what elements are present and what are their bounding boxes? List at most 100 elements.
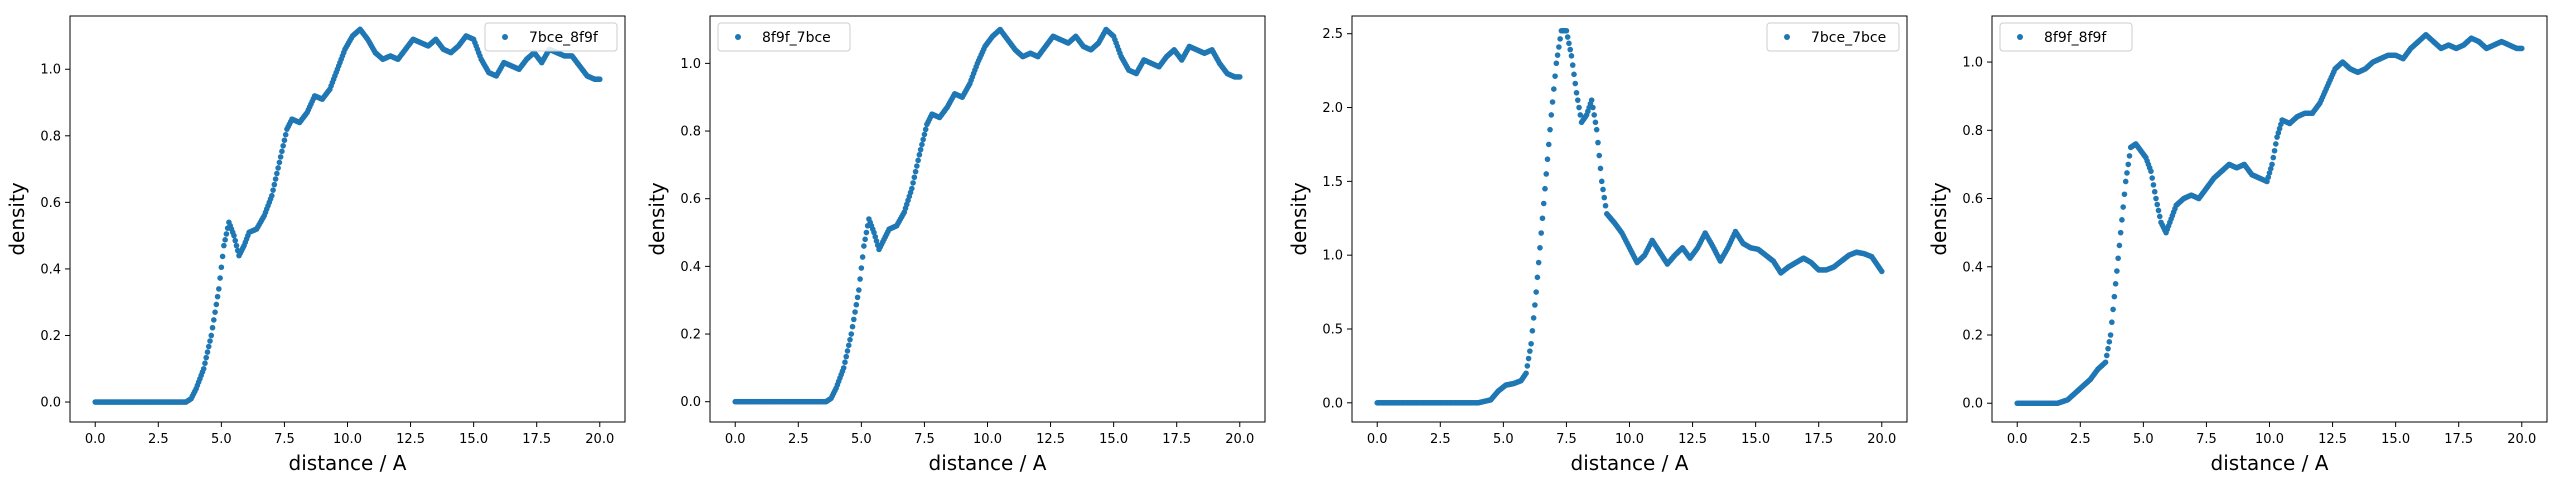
data-point [1537,244,1543,251]
data-point [221,242,227,249]
y-tick-label: 0.2 [680,328,701,343]
y-axis-label: density [1927,182,1951,255]
x-tick-label: 10.0 [1615,432,1644,447]
legend-box [717,22,851,52]
data-point [859,254,866,260]
data-point [1525,355,1532,362]
data-point [214,293,221,300]
data-point [1552,73,1558,79]
data-point [1554,52,1561,58]
y-tick-label: 0.0 [40,396,61,411]
data-point [1523,370,1529,377]
x-tick-label: 17.5 [2444,432,2473,447]
data-point [919,141,925,148]
x-tick-label: 20.0 [1225,432,1254,447]
data-point [857,276,863,282]
data-point [2149,175,2155,181]
legend-marker [1784,34,1790,40]
series-points [732,26,1243,405]
data-point [1553,60,1560,67]
data-point [844,348,851,354]
data-point [1576,104,1582,111]
y-tick-label: 1.0 [1322,249,1343,264]
data-point [871,229,877,236]
x-tick-label: 17.5 [1162,432,1191,447]
data-point [2125,161,2132,168]
data-point [205,343,212,350]
data-point [272,176,279,182]
data-point [921,131,928,138]
data-point [2109,319,2115,326]
plot-frame [1351,15,1908,423]
data-point [216,286,222,292]
x-tick-label: 15.0 [1741,432,1770,447]
x-tick-label: 12.5 [396,432,425,447]
x-tick-label: 20.0 [585,432,614,447]
data-point [233,242,240,249]
data-point [1568,53,1575,59]
chart-4: 0.0 2.5 5.0 7.5 10.0 12.5 15.0 17.5 20.0 0.0 0.2 0.… [1927,15,2548,475]
legend-box [1766,22,1900,52]
data-point [217,275,223,281]
data-point [277,154,284,160]
y-axis-label: density [1287,182,1311,255]
x-tick-label: 15.0 [1099,432,1128,447]
x-tick-label: 12.5 [1036,432,1065,447]
data-point [840,365,847,371]
x-tick-label: 15.0 [2381,432,2410,447]
data-point [2275,130,2282,136]
data-point [1545,141,1552,148]
data-point [232,237,239,244]
y-tick-label: 2.0 [1322,101,1343,116]
y-tick-label: 1.0 [1962,56,1983,71]
data-point [1557,36,1563,42]
data-point [1236,74,1243,80]
legend-box [484,22,618,52]
data-point [1572,80,1579,87]
data-point [861,243,867,249]
data-point [2265,174,2272,181]
x-tick-label: 2.5 [788,432,809,447]
chart-1: 0.0 2.5 5.0 7.5 10.0 12.5 15.0 17.5 20.0 0.0 0.2 0.… [5,15,626,475]
data-point [1569,62,1576,68]
data-point [276,159,283,166]
data-point [1566,40,1572,47]
data-point [1590,104,1596,111]
data-point [271,181,278,188]
data-point [1592,119,1599,126]
data-point [2269,161,2275,168]
data-point [863,229,870,236]
data-point [2102,359,2109,366]
data-point [1600,186,1606,193]
data-point [2121,191,2128,198]
data-point [1548,112,1555,118]
data-point [1530,315,1537,321]
legend-label: 8f9f_7bce [762,30,831,46]
y-tick-label: 0.6 [1962,192,1983,207]
x-tick-label: 17.5 [522,432,551,447]
data-point [1549,99,1556,105]
data-point [207,338,213,344]
data-point [1528,340,1534,347]
y-tick-label: 0.0 [1962,397,1983,412]
chart-3: 0.0 2.5 5.0 7.5 10.0 12.5 15.0 17.5 20.0 0.0 0.5 1.… [1287,15,1908,475]
data-point [1595,139,1601,146]
data-point [274,170,280,177]
data-point [1563,27,1570,34]
series-points [2014,31,2525,407]
x-tick-label: 20.0 [1867,432,1896,447]
legend-marker [735,34,741,40]
data-point [2273,141,2279,147]
data-point [203,354,210,361]
data-point [2156,213,2163,220]
legend-marker [502,34,508,40]
data-point [208,332,215,339]
y-tick-label: 1.0 [680,57,701,72]
data-point [2107,332,2114,338]
legend-marker [2017,34,2023,40]
data-point [854,294,861,301]
data-point [847,336,853,343]
data-point [1535,259,1542,266]
x-tick-label: 5.0 [2133,432,2154,447]
data-point [1547,126,1553,133]
